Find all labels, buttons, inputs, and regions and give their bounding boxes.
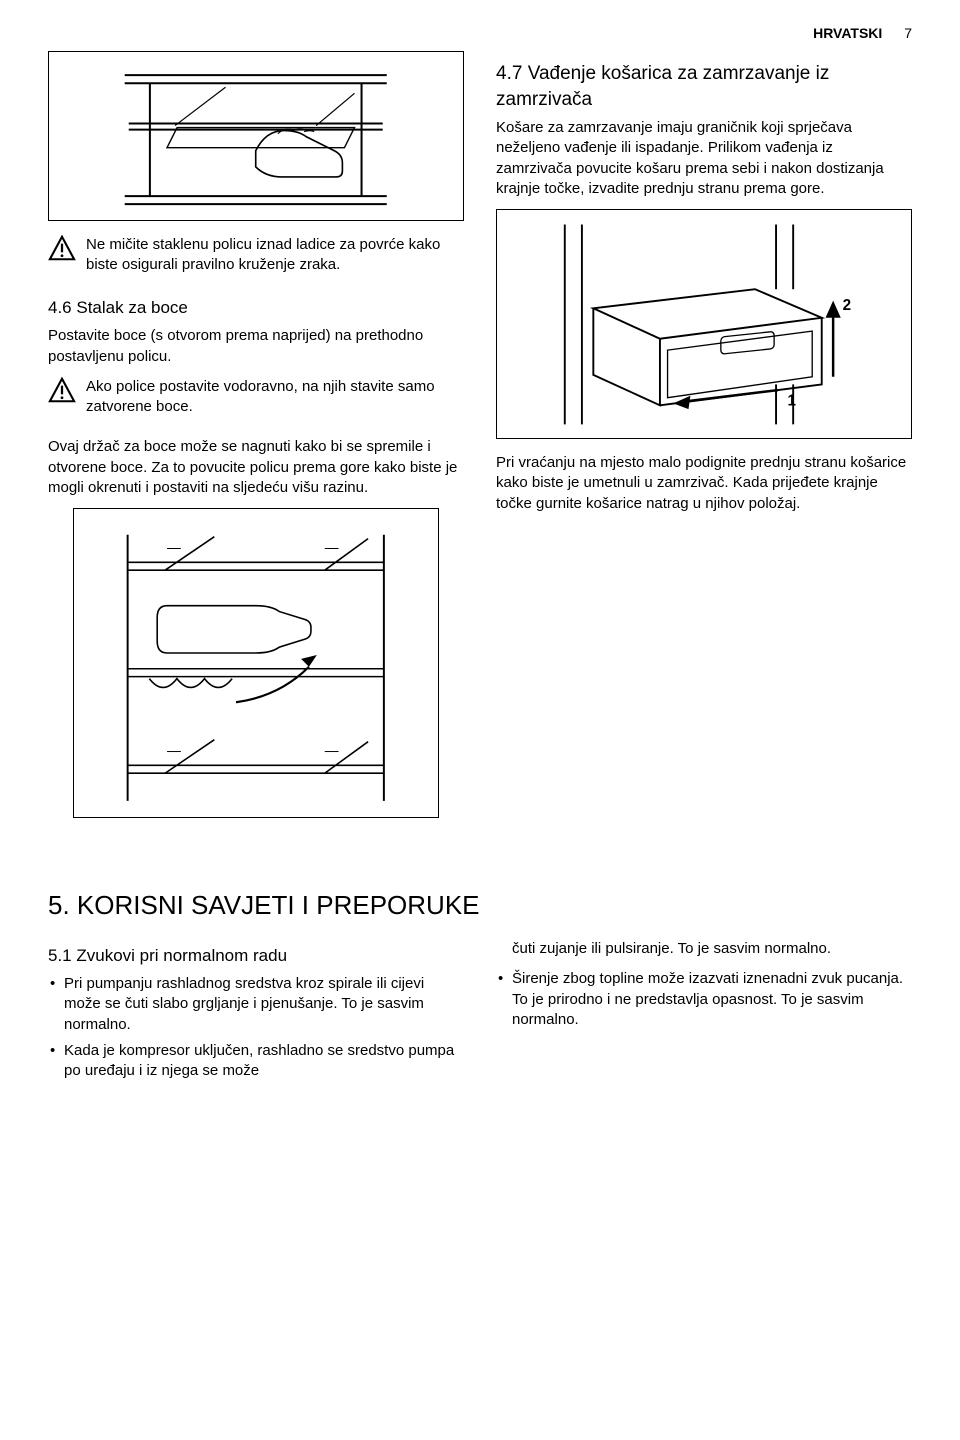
ch5-left: 5.1 Zvukovi pri normalnom radu Pri pumpa… — [48, 933, 464, 1087]
bottle-rack-svg — [81, 515, 431, 811]
drawer-label-2: 2 — [843, 297, 851, 314]
sec47-title: 4.7 Vađenje košarica za zamrzavanje iz z… — [496, 61, 912, 112]
header-lang: HRVATSKI — [813, 25, 882, 41]
shelf-hand-svg — [57, 55, 454, 216]
sec51-title: 5.1 Zvukovi pri normalnom radu — [48, 945, 464, 968]
bullet-4: Širenje zbog topline može izazvati iznen… — [496, 969, 912, 1030]
sec47-p1: Košare za zamrzavanje imaju graničnik ko… — [496, 118, 912, 199]
sec51-list-right: Širenje zbog topline može izazvati iznen… — [496, 969, 912, 1030]
warning-2: Ako police postavite vodoravno, na njih … — [48, 377, 464, 428]
drawer-label-1: 1 — [788, 392, 797, 409]
left-column: Ne mičite staklenu policu iznad ladice z… — [48, 51, 464, 828]
warning-icon — [48, 377, 76, 403]
warning-icon — [48, 235, 76, 261]
bullet-2: Kada je kompresor uključen, rashladno se… — [48, 1041, 464, 1082]
sec51-list-left: Pri pumpanju rashladnog sredstva kroz sp… — [48, 974, 464, 1081]
sec47-p2: Pri vraćanju na mjesto malo podignite pr… — [496, 453, 912, 514]
sec46-p2: Ovaj držač za boce može se nagnuti kako … — [48, 437, 464, 498]
chapter5-title: 5. KORISNI SAVJETI I PREPORUKE — [48, 888, 912, 923]
bullet-3-cont: čuti zujanje ili pulsiranje. To je sasvi… — [496, 939, 912, 959]
warning-1: Ne mičite staklenu policu iznad ladice z… — [48, 235, 464, 286]
sec46-title: 4.6 Stalak za boce — [48, 297, 464, 320]
figure-drawer: 1 2 — [496, 209, 912, 439]
page-number: 7 — [904, 25, 912, 41]
drawer-svg: 1 2 — [505, 215, 902, 434]
right-column: 4.7 Vađenje košarica za zamrzavanje iz z… — [496, 51, 912, 828]
warning-2-text: Ako police postavite vodoravno, na njih … — [86, 377, 464, 418]
sec46-p1: Postavite boce (s otvorom prema naprijed… — [48, 326, 464, 367]
chapter5-columns: 5.1 Zvukovi pri normalnom radu Pri pumpa… — [48, 933, 912, 1087]
main-columns: Ne mičite staklenu policu iznad ladice z… — [48, 51, 912, 828]
page-header: HRVATSKI 7 — [48, 24, 912, 43]
warning-1-text: Ne mičite staklenu policu iznad ladice z… — [86, 235, 464, 276]
ch5-right: čuti zujanje ili pulsiranje. To je sasvi… — [496, 933, 912, 1087]
figure-bottle-rack — [73, 508, 439, 818]
figure-shelf-hand — [48, 51, 464, 221]
bullet-1: Pri pumpanju rashladnog sredstva kroz sp… — [48, 974, 464, 1035]
